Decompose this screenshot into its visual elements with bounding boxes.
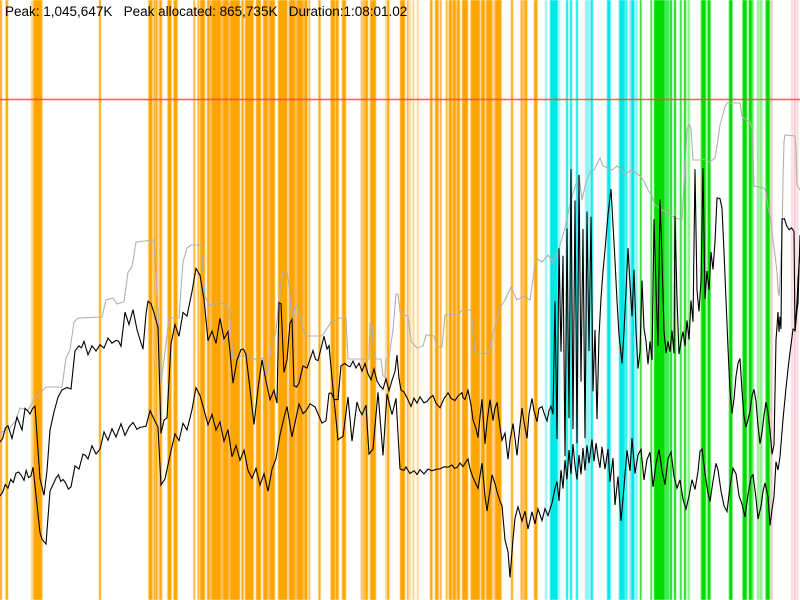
- svg-text:Peak: 1,045,647K Peak alloca: Peak: 1,045,647K Peak allocated: 865,735…: [5, 4, 407, 19]
